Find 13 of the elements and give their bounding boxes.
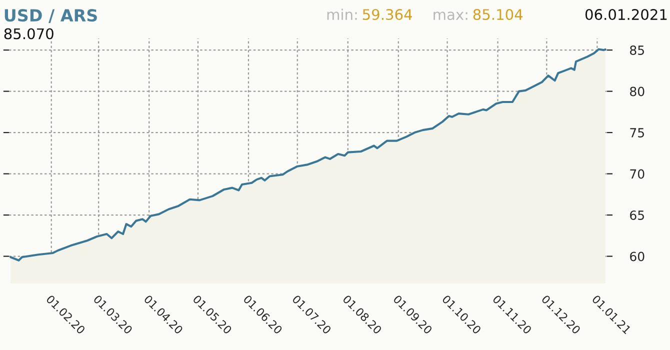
annotation: 85.070: [4, 28, 54, 40]
y-tick-label: 65: [630, 210, 644, 220]
y-tick-label: 60: [630, 252, 644, 262]
text: 59.364: [362, 9, 412, 20]
text: max:: [434, 12, 468, 20]
text: 06.01.2021: [585, 9, 667, 20]
chart-title: USD / ARS: [4, 9, 97, 23]
y-tick-label: 80: [630, 86, 644, 96]
y-tick-label: 85: [630, 46, 644, 55]
text: 85.104: [473, 9, 523, 20]
text: min:: [327, 8, 357, 20]
y-tick-label: 70: [630, 169, 644, 179]
y-tick-label: 75: [630, 128, 644, 138]
